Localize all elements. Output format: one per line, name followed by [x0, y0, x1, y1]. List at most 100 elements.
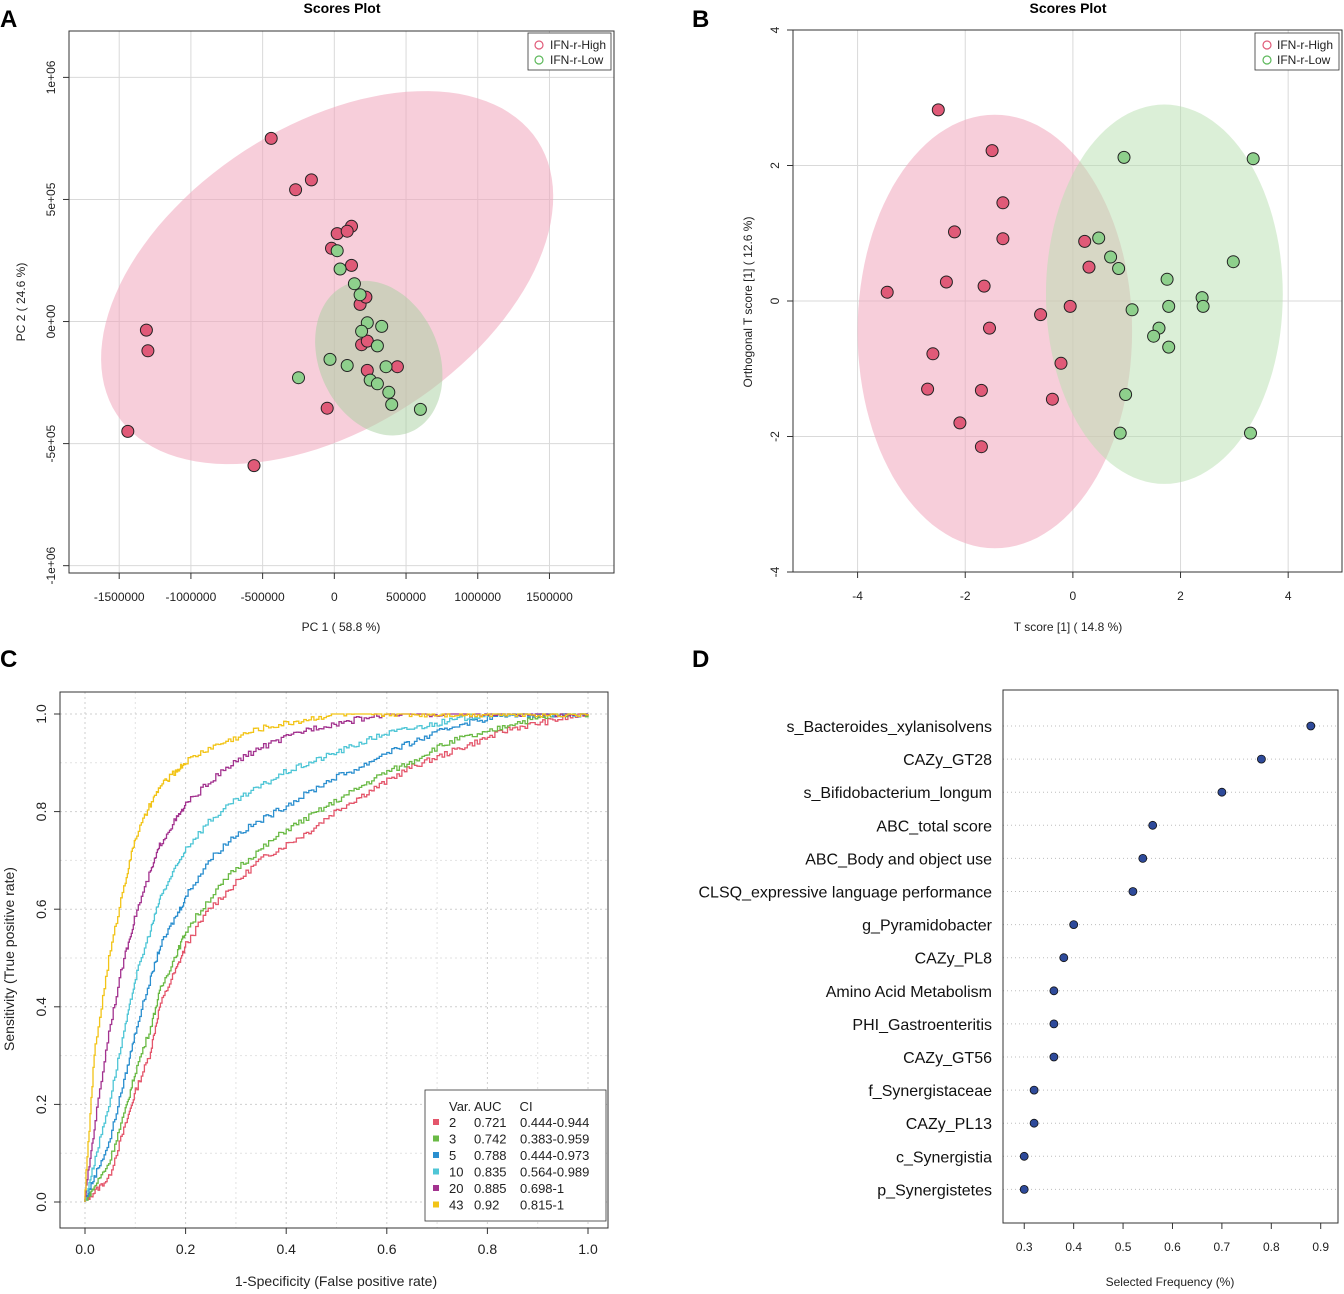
- c-legend-ci-43: 0.815-1: [520, 1198, 564, 1213]
- d-category-label-8: Amino Acid Metabolism: [826, 984, 992, 1001]
- c-legend-swatch-5: [433, 1152, 439, 1158]
- c-y-tick-label-3: 0.6: [33, 899, 49, 919]
- c-roc-line-var-43: [84, 713, 589, 1202]
- d-category-label-11: f_Synergistaceae: [868, 1083, 992, 1100]
- d-x-tick-label-1: 0.4: [1065, 1240, 1082, 1254]
- c-x-tick-label-4: 0.8: [478, 1241, 498, 1257]
- b-x-tick-label-4: 4: [1285, 589, 1292, 603]
- c-x-tick-label-2: 0.4: [276, 1241, 296, 1257]
- b-point-high-5: [1078, 234, 1092, 248]
- b-ellipse-low: [1046, 104, 1283, 484]
- panel-label-c: C: [0, 646, 17, 673]
- panel-d-x-ticks: 0.3 0.4 0.5 0.6 0.7 0.8 0.9: [1016, 1223, 1329, 1254]
- b-point-low-3: [1104, 250, 1118, 264]
- a-point-low-15: [385, 398, 399, 411]
- b-point-low-4: [1112, 262, 1126, 275]
- b-y-tick-label-0: -4: [768, 566, 782, 577]
- b-point-high-10: [1034, 308, 1048, 322]
- c-y-tick-label-1: 0.2: [33, 1094, 49, 1114]
- d-point-1: [1257, 754, 1266, 764]
- a-point-low-14: [382, 385, 396, 399]
- b-point-low-15: [1113, 426, 1127, 440]
- a-x-tick-label-0: -1500000: [94, 590, 145, 604]
- a-point-low-8: [323, 352, 337, 366]
- c-x-tick-label-3: 0.6: [377, 1241, 397, 1257]
- panel-b-legend: IFN-r-High IFN-r-Low: [1254, 32, 1340, 71]
- d-x-tick-label-4: 0.7: [1214, 1240, 1231, 1254]
- panel-a-plot-frame: [68, 30, 615, 574]
- panel-b-opls-scores-plot: Scores Plot -4 -2 0 2 4 -4 -2 0 2 4 T score [1] …: [741, 0, 1343, 634]
- a-point-low-0: [330, 244, 344, 258]
- panel-b-y-ticks: -4 -2 0 2 4: [768, 26, 793, 577]
- panel-c-legend: Var. AUC CI 2 0.721 0.444-0.944 3 0.742 0.383…: [424, 1089, 607, 1222]
- d-point-5: [1128, 887, 1138, 896]
- c-legend-auc-3: 0.742: [474, 1132, 507, 1147]
- b-point-high-0: [931, 103, 945, 117]
- c-legend-var-3: 3: [449, 1132, 456, 1147]
- d-point-13: [1019, 1151, 1029, 1161]
- c-roc-line-var-10: [84, 713, 588, 1202]
- panel-d-feature-frequency-plot: s_Bacteroides_xylanisolvens CAZy_GT28 s_Bi…: [699, 689, 1339, 1289]
- panel-b-points: [880, 103, 1260, 454]
- a-point-high-16: [320, 401, 334, 415]
- d-point-9: [1049, 1019, 1059, 1029]
- d-category-label-2: s_Bifidobacterium_longum: [803, 785, 992, 802]
- b-y-tick-label-2: 0: [768, 297, 782, 304]
- d-category-label-0: s_Bacteroides_xylanisolvens: [787, 719, 992, 736]
- a-point-low-1: [333, 262, 347, 276]
- panel-a-legend-low-marker: [534, 55, 544, 65]
- a-x-tick-label-3: 0: [331, 590, 338, 604]
- c-legend-auc-10: 0.835: [474, 1165, 507, 1180]
- d-point-3: [1148, 820, 1158, 830]
- a-point-high-10: [139, 323, 153, 337]
- c-legend-ci-10: 0.564-0.989: [520, 1165, 589, 1180]
- d-category-label-5: CLSQ_expressive language performance: [699, 885, 993, 902]
- d-point-0: [1306, 721, 1316, 731]
- c-x-tick-label-1: 0.2: [176, 1241, 196, 1257]
- a-point-low-9: [340, 359, 354, 372]
- b-point-high-17: [1045, 392, 1059, 406]
- a-point-low-3: [353, 288, 367, 302]
- c-legend-swatch-20: [433, 1185, 439, 1191]
- c-legend-swatch-3: [433, 1135, 439, 1142]
- d-point-11: [1029, 1085, 1039, 1095]
- a-y-tick-label-3: 5e+05: [44, 182, 58, 216]
- panel-b-x-axis-label: T score [1] ( 14.8 %): [1014, 620, 1123, 634]
- a-point-low-5: [375, 319, 389, 333]
- b-point-high-7: [939, 275, 953, 289]
- b-x-tick-label-1: -2: [960, 589, 971, 603]
- d-category-label-9: PHI_Gastroenteritis: [852, 1017, 992, 1034]
- c-legend-auc-5: 0.788: [474, 1148, 507, 1163]
- a-point-low-2: [347, 277, 361, 291]
- c-legend-auc-20: 0.885: [474, 1181, 507, 1196]
- d-category-label-1: CAZy_GT28: [903, 752, 992, 769]
- b-x-tick-label-2: 0: [1070, 589, 1077, 603]
- d-point-14: [1019, 1185, 1029, 1194]
- panel-b-ellipses: [857, 104, 1283, 549]
- panel-d-points: [1019, 721, 1316, 1194]
- c-x-tick-label-5: 1.0: [578, 1241, 598, 1257]
- d-x-tick-label-0: 0.3: [1016, 1240, 1033, 1254]
- b-y-tick-label-3: 2: [768, 162, 782, 169]
- panel-label-a: A: [0, 6, 17, 33]
- c-legend-ci-5: 0.444-0.973: [520, 1148, 589, 1163]
- b-point-low-14: [1119, 388, 1133, 401]
- c-legend-var-10: 10: [449, 1165, 463, 1180]
- a-point-high-11: [141, 344, 155, 358]
- a-point-low-16: [413, 402, 427, 416]
- panel-d-plot-frame: [1002, 689, 1339, 1224]
- c-legend-swatch-10: [433, 1168, 439, 1175]
- panel-a-pca-scores-plot: Scores Plot -1500000 -1000000 -500000 0 5000…: [14, 0, 615, 634]
- a-y-tick-label-2: 0e+00: [44, 304, 58, 338]
- panel-c-legend-header: Var. AUC CI: [449, 1099, 533, 1114]
- panel-b-x-ticks: -4 -2 0 2 4: [852, 572, 1292, 603]
- c-legend-var-5: 5: [449, 1148, 456, 1163]
- panel-a-title: Scores Plot: [303, 0, 380, 16]
- panel-a-legend-box: [527, 32, 612, 71]
- panel-b-legend-high-label: IFN-r-High: [1277, 38, 1333, 52]
- b-point-high-19: [974, 440, 988, 454]
- a-point-low-7: [370, 339, 384, 353]
- a-x-tick-label-2: -500000: [241, 590, 285, 604]
- b-point-high-15: [921, 382, 935, 396]
